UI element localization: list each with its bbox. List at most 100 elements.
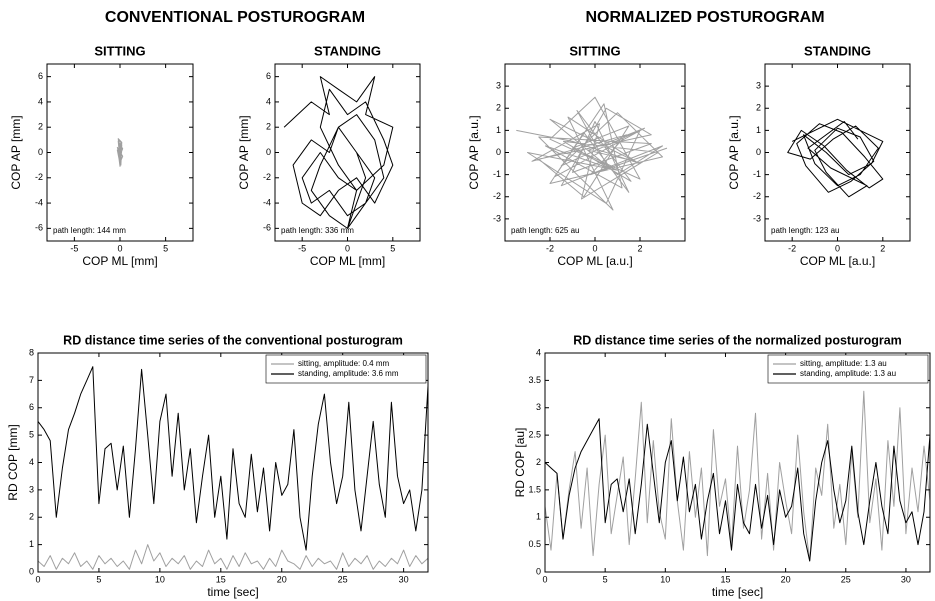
x-tick-label: -2 <box>788 243 796 253</box>
y-tick-label: 0 <box>496 147 501 157</box>
annotation: path length: 625 au <box>511 226 580 235</box>
legend-box <box>767 354 929 384</box>
x-tick-label: -5 <box>70 243 78 253</box>
y-tick-label: 3 <box>29 484 34 494</box>
legend-label: standing, amplitude: 3.6 mm <box>298 369 399 378</box>
data-line <box>545 418 930 562</box>
y-tick-label: -4 <box>263 197 271 207</box>
data-line <box>38 544 428 570</box>
y-tick-label: 2 <box>29 512 34 522</box>
group-title: NORMALIZED POSTUROGRAM <box>585 9 824 26</box>
annotation: path length: 336 mm <box>281 226 354 235</box>
y-tick-label: 0 <box>29 566 34 576</box>
data-line <box>787 118 884 198</box>
y-tick-label: 1 <box>496 125 501 135</box>
x-tick-label: 2 <box>880 243 885 253</box>
x-axis-label: COP ML [mm] <box>310 254 385 268</box>
y-tick-label: -1 <box>753 169 761 179</box>
panel-title: STANDING <box>804 43 871 58</box>
y-tick-label: 7 <box>29 375 34 385</box>
x-tick-label: 15 <box>216 574 226 584</box>
x-tick-label: 10 <box>155 574 165 584</box>
x-tick-label: 20 <box>781 574 791 584</box>
panel: RD distance time series of the conventio… <box>6 333 429 599</box>
panel-title: SITTING <box>569 43 620 58</box>
y-tick-label: -2 <box>263 172 271 182</box>
data-line <box>545 390 930 562</box>
y-tick-label: 1.5 <box>528 484 541 494</box>
y-axis-label: COP AP [a.u.] <box>467 115 481 189</box>
y-tick-label: 1 <box>756 125 761 135</box>
panel-title: RD distance time series of the conventio… <box>63 333 403 347</box>
x-tick-label: 30 <box>901 574 911 584</box>
x-axis-label: COP ML [mm] <box>82 254 157 268</box>
y-tick-label: 2 <box>536 457 541 467</box>
y-tick-label: 4 <box>29 457 34 467</box>
x-tick-label: 25 <box>841 574 851 584</box>
legend-label: sitting, amplitude: 1.3 au <box>800 359 887 368</box>
panel: STANDING -5 0 5 -6 -4 -2 0 2 4 6 COP ML [mm] COP AP … <box>237 43 421 268</box>
y-tick-label: 0 <box>38 147 43 157</box>
y-tick-label: 3.5 <box>528 375 541 385</box>
y-tick-label: -2 <box>35 172 43 182</box>
annotation: path length: 123 au <box>771 226 840 235</box>
y-tick-label: -3 <box>493 213 501 223</box>
y-axis-label: RD COP [mm] <box>6 424 20 500</box>
data-line <box>38 366 428 551</box>
panel: STANDING -2 0 2 -3 -2 -1 0 1 2 3 COP ML [a.u.] COP A… <box>727 43 911 268</box>
x-tick-label: 0 <box>835 243 840 253</box>
x-tick-label: 20 <box>277 574 287 584</box>
y-tick-label: 4 <box>536 347 541 357</box>
y-tick-label: -2 <box>493 191 501 201</box>
legend-label: sitting, amplitude: 0.4 mm <box>298 359 389 368</box>
x-axis-label: time [sec] <box>712 585 763 599</box>
panel: SITTING -2 0 2 -3 -2 -1 0 1 2 3 COP ML [a.u.] COP AP… <box>467 43 686 268</box>
y-tick-label: 2 <box>756 103 761 113</box>
annotation: path length: 144 mm <box>53 226 126 235</box>
x-tick-label: -2 <box>546 243 554 253</box>
y-tick-label: -2 <box>753 191 761 201</box>
data-line <box>516 96 668 211</box>
y-tick-label: 2.5 <box>528 430 541 440</box>
x-tick-label: 0 <box>35 574 40 584</box>
y-tick-label: 2 <box>38 122 43 132</box>
y-tick-label: 3 <box>756 81 761 91</box>
y-tick-label: 5 <box>29 430 34 440</box>
y-tick-label: -4 <box>35 197 43 207</box>
x-tick-label: -5 <box>298 243 306 253</box>
y-tick-label: 4 <box>266 96 271 106</box>
x-tick-label: 5 <box>390 243 395 253</box>
y-tick-label: -3 <box>753 213 761 223</box>
x-tick-label: 30 <box>399 574 409 584</box>
x-tick-label: 5 <box>603 574 608 584</box>
panel-title: RD distance time series of the normalize… <box>573 333 902 347</box>
x-axis-label: COP ML [a.u.] <box>800 254 875 268</box>
x-tick-label: 0 <box>542 574 547 584</box>
x-axis-label: COP ML [a.u.] <box>557 254 632 268</box>
x-tick-label: 5 <box>96 574 101 584</box>
y-tick-label: -6 <box>263 223 271 233</box>
x-tick-label: 2 <box>637 243 642 253</box>
plot-frame <box>274 63 421 242</box>
y-axis-label: RD COP [au] <box>513 428 527 498</box>
y-tick-label: 2 <box>266 122 271 132</box>
y-tick-label: 1 <box>536 512 541 522</box>
legend-box <box>265 354 427 384</box>
y-axis-label: COP AP [mm] <box>9 115 23 189</box>
plot-frame <box>764 63 911 242</box>
y-axis-label: COP AP [mm] <box>237 115 251 189</box>
y-tick-label: 6 <box>266 71 271 81</box>
y-tick-label: -1 <box>493 169 501 179</box>
y-axis-label: COP AP [a.u.] <box>727 115 741 189</box>
y-tick-label: 1 <box>29 539 34 549</box>
y-tick-label: 8 <box>29 347 34 357</box>
legend-label: standing, amplitude: 1.3 au <box>800 369 896 378</box>
y-tick-label: 3 <box>496 81 501 91</box>
group-title: CONVENTIONAL POSTUROGRAM <box>105 9 365 26</box>
y-tick-label: 0 <box>756 147 761 157</box>
panel-title: SITTING <box>94 43 145 58</box>
panel: SITTING -5 0 5 -6 -4 -2 0 2 4 6 COP ML [mm] COP AP [… <box>9 43 194 268</box>
y-tick-label: 3 <box>536 402 541 412</box>
x-tick-label: 15 <box>720 574 730 584</box>
